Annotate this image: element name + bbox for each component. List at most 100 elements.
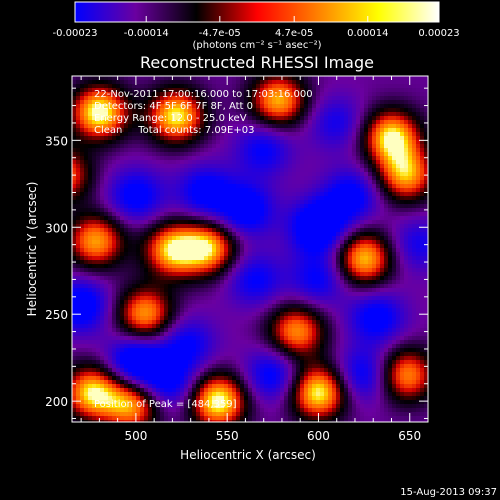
heatmap-cell	[208, 180, 213, 185]
heatmap-cell	[100, 124, 105, 129]
heatmap-cell	[228, 136, 233, 141]
heatmap-cell	[116, 88, 121, 93]
heatmap-cell	[332, 180, 337, 185]
heatmap-cell	[420, 264, 425, 269]
heatmap-cell	[200, 248, 205, 253]
heatmap-cell	[356, 272, 361, 277]
heatmap-cell	[316, 160, 321, 165]
heatmap-cell	[220, 232, 225, 237]
heatmap-cell	[376, 120, 381, 125]
heatmap-cell	[100, 156, 105, 161]
heatmap-cell	[376, 296, 381, 301]
heatmap-cell	[152, 144, 157, 149]
heatmap-cell	[236, 112, 241, 117]
heatmap-cell	[260, 228, 265, 233]
heatmap-cell	[88, 252, 93, 257]
heatmap-cell	[256, 236, 261, 241]
heatmap-cell	[212, 224, 217, 229]
heatmap-cell	[416, 148, 421, 153]
heatmap-cell	[208, 152, 213, 157]
heatmap-cell	[152, 256, 157, 261]
heatmap-cell	[200, 144, 205, 149]
heatmap-cell	[424, 108, 428, 113]
heatmap-cell	[148, 96, 153, 101]
heatmap-cell	[348, 244, 353, 249]
heatmap-cell	[308, 276, 313, 281]
heatmap-cell	[196, 236, 201, 241]
heatmap-cell	[188, 92, 193, 97]
heatmap-cell	[416, 268, 421, 273]
heatmap-cell	[416, 224, 421, 229]
heatmap-cell	[112, 276, 117, 281]
heatmap-cell	[380, 196, 385, 201]
heatmap-cell	[208, 144, 213, 149]
heatmap-cell	[156, 96, 161, 101]
heatmap-cell	[132, 188, 137, 193]
heatmap-cell	[260, 156, 265, 161]
heatmap-cell	[172, 212, 177, 217]
heatmap-cell	[112, 152, 117, 157]
heatmap-cell	[312, 160, 317, 165]
heatmap-cell	[312, 196, 317, 201]
heatmap-cell	[264, 288, 269, 293]
heatmap-cell	[412, 116, 417, 121]
heatmap-cell	[216, 172, 221, 177]
heatmap-cell	[376, 76, 381, 81]
heatmap-cell	[360, 80, 365, 85]
heatmap-cell	[168, 284, 173, 289]
heatmap-cell	[280, 124, 285, 129]
heatmap-cell	[88, 136, 93, 141]
heatmap-cell	[284, 96, 289, 101]
heatmap-cell	[104, 284, 109, 289]
heatmap-cell	[204, 208, 209, 213]
heatmap-cell	[312, 136, 317, 141]
heatmap-cell	[232, 264, 237, 269]
heatmap-cell	[344, 112, 349, 117]
heatmap-cell	[212, 248, 217, 253]
heatmap-cell	[136, 84, 141, 89]
heatmap-cell	[292, 260, 297, 265]
heatmap-cell	[184, 80, 189, 85]
heatmap-cell	[340, 236, 345, 241]
heatmap-cell	[112, 200, 117, 205]
heatmap-cell	[224, 112, 229, 117]
heatmap-cell	[188, 296, 193, 301]
heatmap-cell	[84, 268, 89, 273]
heatmap-cell	[216, 232, 221, 237]
heatmap-cell	[240, 140, 245, 145]
heatmap-cell	[92, 252, 97, 257]
heatmap-cell	[280, 176, 285, 181]
heatmap-cell	[320, 140, 325, 145]
heatmap-cell	[180, 268, 185, 273]
heatmap-cell	[360, 264, 365, 269]
heatmap-cell	[196, 124, 201, 129]
heatmap-cell	[224, 192, 229, 197]
heatmap-cell	[248, 168, 253, 173]
heatmap-cell	[132, 276, 137, 281]
heatmap-cell	[204, 236, 209, 241]
heatmap-cell	[264, 76, 269, 81]
heatmap-cell	[392, 124, 397, 129]
heatmap-cell	[212, 252, 217, 257]
heatmap-cell	[416, 164, 421, 169]
heatmap-cell	[92, 296, 97, 301]
heatmap-cell	[108, 252, 113, 257]
heatmap-cell	[108, 244, 113, 249]
heatmap-cell	[88, 152, 93, 157]
heatmap-cell	[252, 128, 257, 133]
heatmap-cell	[184, 104, 189, 109]
heatmap-cell	[276, 196, 281, 201]
heatmap-cell	[336, 160, 341, 165]
heatmap-cell	[344, 180, 349, 185]
heatmap-cell	[248, 272, 253, 277]
heatmap-cell	[316, 172, 321, 177]
heatmap-cell	[160, 76, 165, 81]
heatmap-cell	[220, 204, 225, 209]
heatmap-cell	[120, 100, 125, 105]
heatmap-cell	[292, 292, 297, 297]
heatmap-cell	[140, 220, 145, 225]
heatmap-cell	[168, 136, 173, 141]
heatmap-cell	[376, 104, 381, 109]
heatmap-cell	[96, 148, 101, 153]
heatmap-cell	[264, 124, 269, 129]
